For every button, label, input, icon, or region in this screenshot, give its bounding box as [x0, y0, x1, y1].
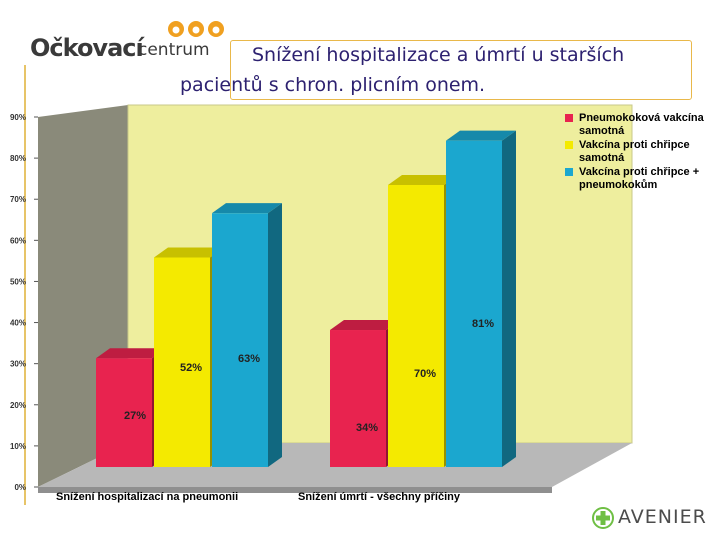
bar-top — [212, 203, 282, 214]
logo-main-text: Očkovací — [30, 34, 144, 62]
y-tick-label: 10% — [10, 442, 26, 451]
x-category-label: Snížení úmrtí - všechny příčiny — [298, 491, 461, 503]
data-label: 34% — [356, 422, 378, 434]
bar — [96, 358, 152, 467]
brand-text: AVENIER — [618, 506, 707, 528]
data-label: 52% — [180, 362, 202, 374]
logo-drops-icon — [168, 21, 224, 37]
legend-item: Pneumokoková vakcína samotná — [565, 112, 720, 138]
y-tick-label: 60% — [10, 236, 26, 245]
title-line-1: Snížení hospitalizace a úmrtí u starších — [252, 44, 625, 66]
y-tick-label: 90% — [10, 113, 26, 122]
legend-swatch — [565, 141, 573, 149]
data-label: 81% — [472, 318, 494, 330]
y-tick-label: 20% — [10, 401, 26, 410]
data-label: 63% — [238, 353, 260, 365]
bar — [212, 213, 268, 467]
frame-line — [24, 65, 26, 505]
bar-top — [154, 247, 224, 258]
logo: Očkovací centrum — [30, 18, 230, 68]
cross-icon — [592, 507, 614, 529]
bar-side — [502, 130, 516, 467]
bar — [330, 330, 386, 467]
bar — [154, 257, 210, 467]
data-label: 70% — [414, 368, 436, 380]
legend-label: Pneumokoková vakcína samotná — [579, 112, 704, 137]
x-category-label: Snížení hospitalizací na pneumonii — [56, 491, 238, 503]
legend-swatch — [565, 114, 573, 122]
slide-title: Snížení hospitalizace a úmrtí u starších… — [180, 40, 680, 100]
chart-floor-edge — [38, 487, 552, 493]
legend-item: Vakcína proti chřipce + pneumokokům — [565, 166, 720, 192]
y-tick-label: 80% — [10, 154, 26, 163]
logo-sub-text: centrum — [138, 40, 210, 60]
legend-swatch — [565, 168, 573, 176]
bar-side — [268, 203, 282, 467]
bar-chart: 0% 10% 20% 30% 40% 50% 60% 70% 80% 90% 27% 34% 52% 70… — [10, 104, 633, 503]
bar-top — [446, 130, 516, 141]
legend-item: Vakcína proti chřipce samotná — [565, 139, 720, 165]
legend-label: Vakcína proti chřipce samotná — [579, 139, 690, 164]
title-line-2: pacientů s chron. plicním onem. — [180, 74, 486, 96]
bar-top — [330, 320, 400, 331]
chart-legend: Pneumokoková vakcína samotná Vakcína pro… — [565, 112, 720, 193]
y-tick-label: 70% — [10, 195, 26, 204]
title-frame — [230, 40, 692, 100]
y-tick-label: 40% — [10, 319, 26, 328]
brand-logo: AVENIER — [592, 504, 712, 532]
data-label: 27% — [124, 410, 146, 422]
bar-top — [388, 174, 458, 185]
legend-label: Vakcína proti chřipce + pneumokokům — [579, 166, 700, 191]
bar — [446, 140, 502, 467]
bar-top — [96, 348, 166, 359]
y-tick-label: 30% — [10, 360, 26, 369]
y-tick-label: 50% — [10, 277, 26, 286]
y-tick-label: 0% — [14, 483, 26, 492]
bar — [388, 184, 444, 467]
